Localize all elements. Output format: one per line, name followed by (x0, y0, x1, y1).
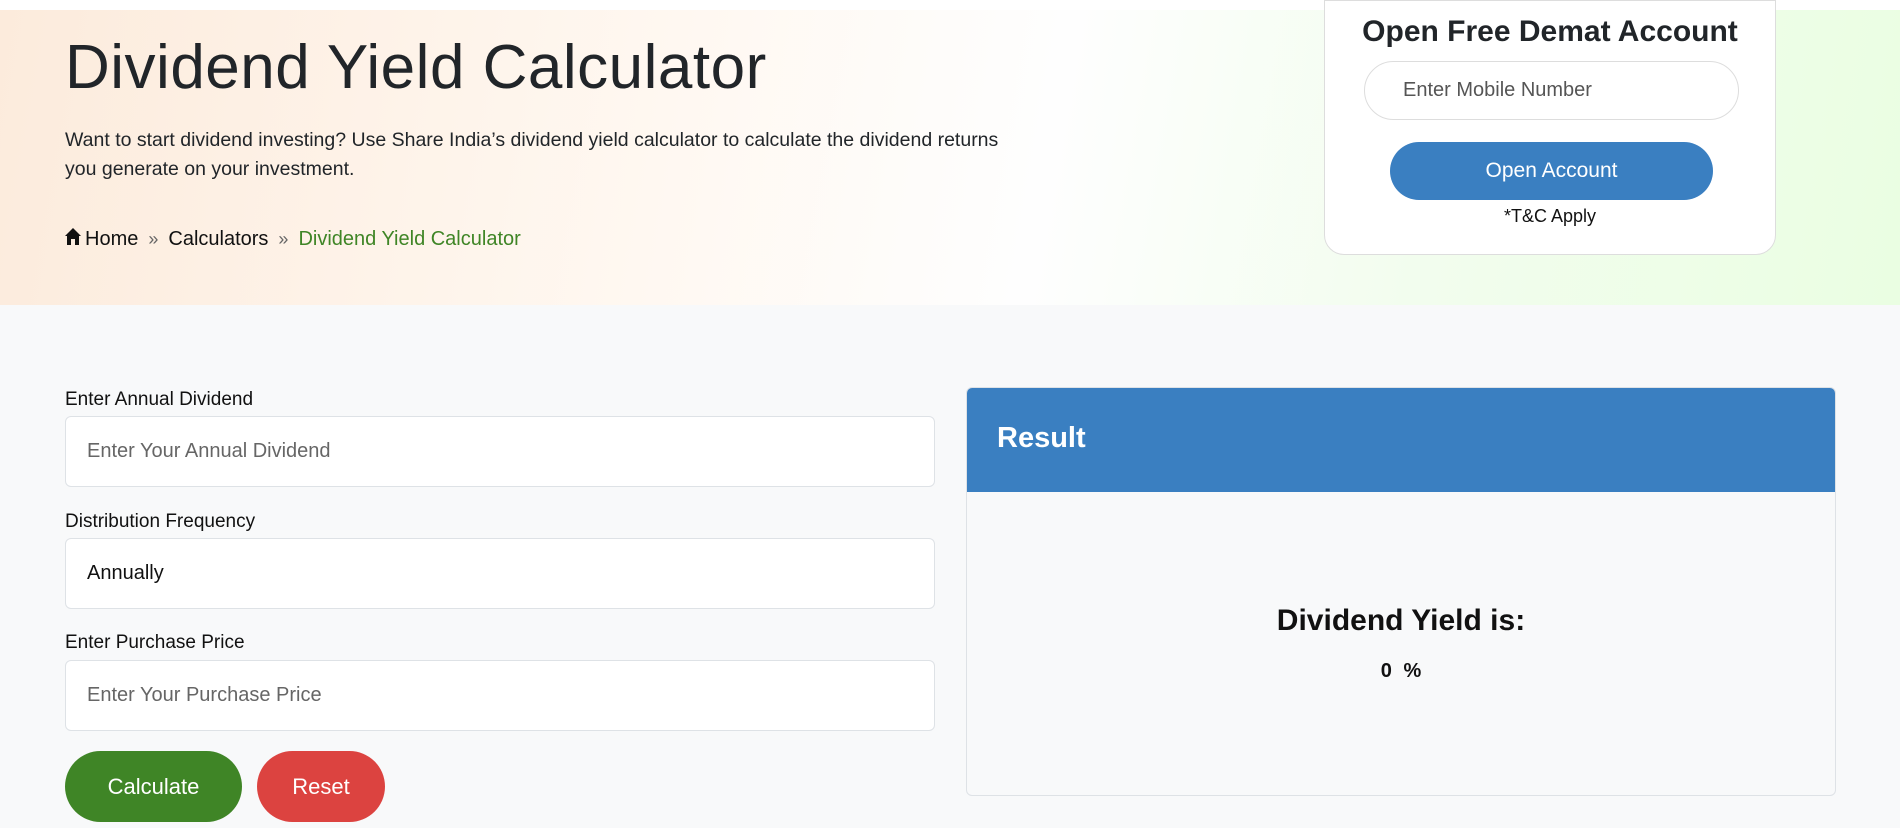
breadcrumb: Home » Calculators » Dividend Yield Calc… (65, 228, 521, 251)
dividend-yield-label: Dividend Yield is: (1276, 604, 1526, 637)
reset-button[interactable]: Reset (257, 751, 385, 822)
annual-dividend-input[interactable] (65, 416, 935, 487)
page-description: Want to start dividend investing? Use Sh… (65, 129, 999, 180)
breadcrumb-home[interactable]: Home (85, 228, 139, 250)
hero-banner: Dividend Yield Calculator Want to start … (0, 0, 1900, 305)
calculate-button[interactable]: Calculate (65, 751, 242, 822)
distribution-frequency-select[interactable] (65, 538, 935, 609)
terms-note: *T&C Apply (1503, 206, 1597, 226)
result-title: Result (967, 388, 1835, 492)
signup-title: Open Free Demat Account (1362, 15, 1738, 48)
breadcrumb-current: Dividend Yield Calculator (298, 228, 521, 250)
dividend-yield-value: 0 % (967, 660, 1835, 683)
home-icon[interactable] (65, 228, 81, 251)
top-strip (0, 0, 1900, 10)
purchase-price-input[interactable] (65, 660, 935, 731)
result-panel: Result Dividend Yield is: 0 % (966, 387, 1836, 796)
mobile-number-input[interactable] (1364, 61, 1739, 120)
chevron-double-right-icon: » (278, 229, 289, 249)
yield-number: 0 (1380, 660, 1392, 682)
page-title: Dividend Yield Calculator (65, 33, 767, 102)
annual-dividend-label: Enter Annual Dividend (65, 389, 254, 410)
open-account-button[interactable]: Open Account (1390, 142, 1713, 200)
demat-signup-card: Open Free Demat Account Open Account *T&… (1324, 0, 1776, 255)
yield-unit: % (1403, 660, 1422, 682)
breadcrumb-calculators[interactable]: Calculators (168, 228, 269, 250)
chevron-double-right-icon: » (148, 229, 159, 249)
distribution-frequency-label: Distribution Frequency (65, 511, 256, 532)
purchase-price-label: Enter Purchase Price (65, 632, 245, 653)
